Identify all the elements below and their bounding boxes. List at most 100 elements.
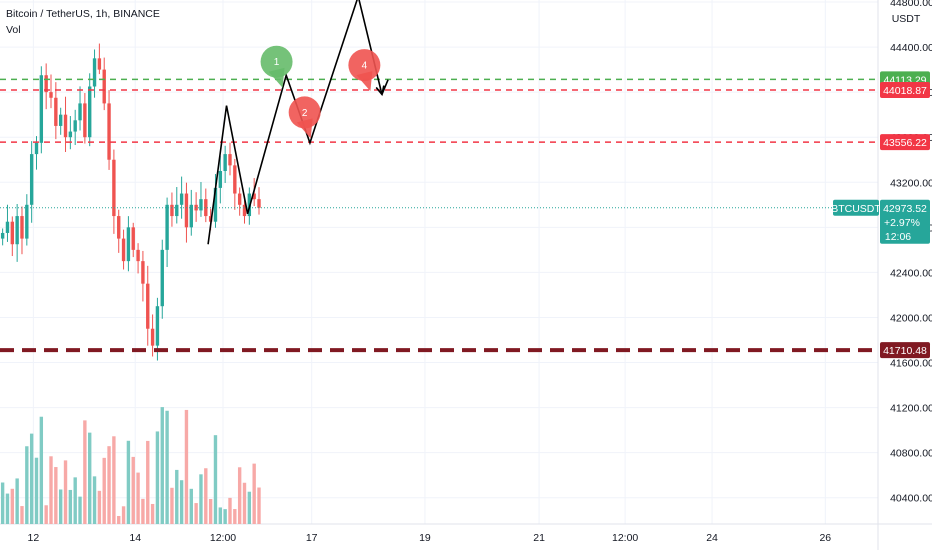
level-price-label: 43556.22 xyxy=(883,137,927,149)
candle-body xyxy=(68,131,73,138)
candle-body xyxy=(218,171,223,188)
candle-body xyxy=(184,193,189,228)
candle-body xyxy=(257,199,261,208)
volume-bar xyxy=(175,469,179,524)
candle-body xyxy=(121,238,126,262)
volume-bar xyxy=(228,497,232,524)
volume-bar xyxy=(92,476,97,524)
volume-bar xyxy=(25,446,29,524)
volume-bar xyxy=(150,503,155,524)
volume-bar xyxy=(44,505,48,524)
candle-body xyxy=(155,306,160,346)
volume-bar xyxy=(126,440,131,524)
price-change-label: +2.97% xyxy=(884,217,920,229)
volume-bar xyxy=(97,490,102,524)
y-tick-label: 41200.00 xyxy=(890,403,932,415)
candle-body xyxy=(160,249,164,307)
volume-bar xyxy=(88,432,92,524)
volume-bar xyxy=(252,463,256,524)
level-price-label: 41710.48 xyxy=(883,345,927,357)
x-tick-label: 12:00 xyxy=(612,532,638,544)
candle-body xyxy=(165,204,169,250)
candle-body xyxy=(117,216,121,239)
projection-path xyxy=(207,0,383,245)
symbol-tag xyxy=(833,199,879,216)
volume-bar xyxy=(146,440,150,524)
candle-body xyxy=(112,159,116,217)
volume-bar xyxy=(58,489,63,524)
volume-bar xyxy=(29,433,34,524)
candle-body xyxy=(252,193,256,200)
volume-bar xyxy=(257,487,261,524)
candle-body xyxy=(233,165,237,194)
last-price-tag xyxy=(880,199,930,244)
candle-body xyxy=(150,328,155,346)
time-axis[interactable]: 12 14 12:00 17 19 21 12:00 24 26 xyxy=(28,532,832,544)
wave-label-text: 1 xyxy=(274,57,280,68)
volume-bar xyxy=(160,407,164,524)
candle-body xyxy=(97,58,102,70)
chart-legend: Bitcoin / TetherUS, 1h, BINANCE Vol xyxy=(6,6,160,38)
candle-body xyxy=(83,103,87,138)
candle-body xyxy=(199,199,203,211)
volume-bar xyxy=(233,509,237,524)
candle-body xyxy=(189,204,193,228)
volume-bar xyxy=(131,456,135,524)
volume-bar xyxy=(121,506,126,524)
candle-body xyxy=(141,261,145,284)
symbol-title[interactable]: Bitcoin / TetherUS, 1h, BINANCE xyxy=(6,8,160,20)
volume-bar xyxy=(68,489,73,524)
y-tick-label: 40800.00 xyxy=(890,448,932,460)
volume-bar xyxy=(39,416,44,524)
candle-body xyxy=(213,187,218,222)
candle-body xyxy=(102,69,106,104)
volume-bar xyxy=(141,498,145,524)
candle-body xyxy=(73,120,77,132)
candle-body xyxy=(49,92,53,98)
candle-body xyxy=(126,227,131,262)
candle-body xyxy=(5,221,10,233)
volume-bar xyxy=(73,477,77,524)
volume-bar xyxy=(49,456,53,524)
x-tick-label: 19 xyxy=(419,532,431,544)
candle-body xyxy=(179,193,184,205)
volume-indicator-label[interactable]: Vol xyxy=(6,24,21,36)
y-tick-label: 43200.00 xyxy=(890,177,932,189)
volume-bar xyxy=(179,480,184,524)
volume-bar xyxy=(213,435,218,524)
volume-bar xyxy=(10,488,15,524)
candle-body xyxy=(15,216,19,245)
wave-label-bubble xyxy=(288,96,321,129)
wave-label-text: 2 xyxy=(302,108,308,119)
volume-bar xyxy=(194,503,198,524)
candle-body xyxy=(29,154,34,205)
candle-body xyxy=(25,204,29,239)
y-tick-label: 40400.00 xyxy=(890,493,932,505)
volume-bar xyxy=(20,506,24,524)
level-price-tag xyxy=(880,134,930,151)
candle-body xyxy=(92,58,97,87)
y-unit-label: USDT xyxy=(892,13,921,25)
volume-bar xyxy=(165,410,169,524)
y-tick-label: 42400.00 xyxy=(890,267,932,279)
volume-bar xyxy=(63,460,68,524)
volume-bar xyxy=(117,515,121,524)
volume-bar xyxy=(223,509,227,524)
level-price-tag xyxy=(880,342,930,359)
bar-countdown-label: 12:06 xyxy=(885,231,911,243)
y-tick-label: 42000.00 xyxy=(890,312,932,324)
candle-body xyxy=(44,75,48,93)
candle-body xyxy=(146,283,150,329)
wave-label-bubble xyxy=(260,45,293,78)
candle-body xyxy=(242,204,247,217)
volume-bar xyxy=(242,482,247,524)
candle-body xyxy=(170,204,174,217)
candlestick-series xyxy=(0,43,261,361)
volume-bar xyxy=(189,488,193,524)
symbol-tag-label: BTCUSDT xyxy=(831,203,881,215)
volume-bar xyxy=(237,467,242,524)
candle-body xyxy=(194,204,198,211)
